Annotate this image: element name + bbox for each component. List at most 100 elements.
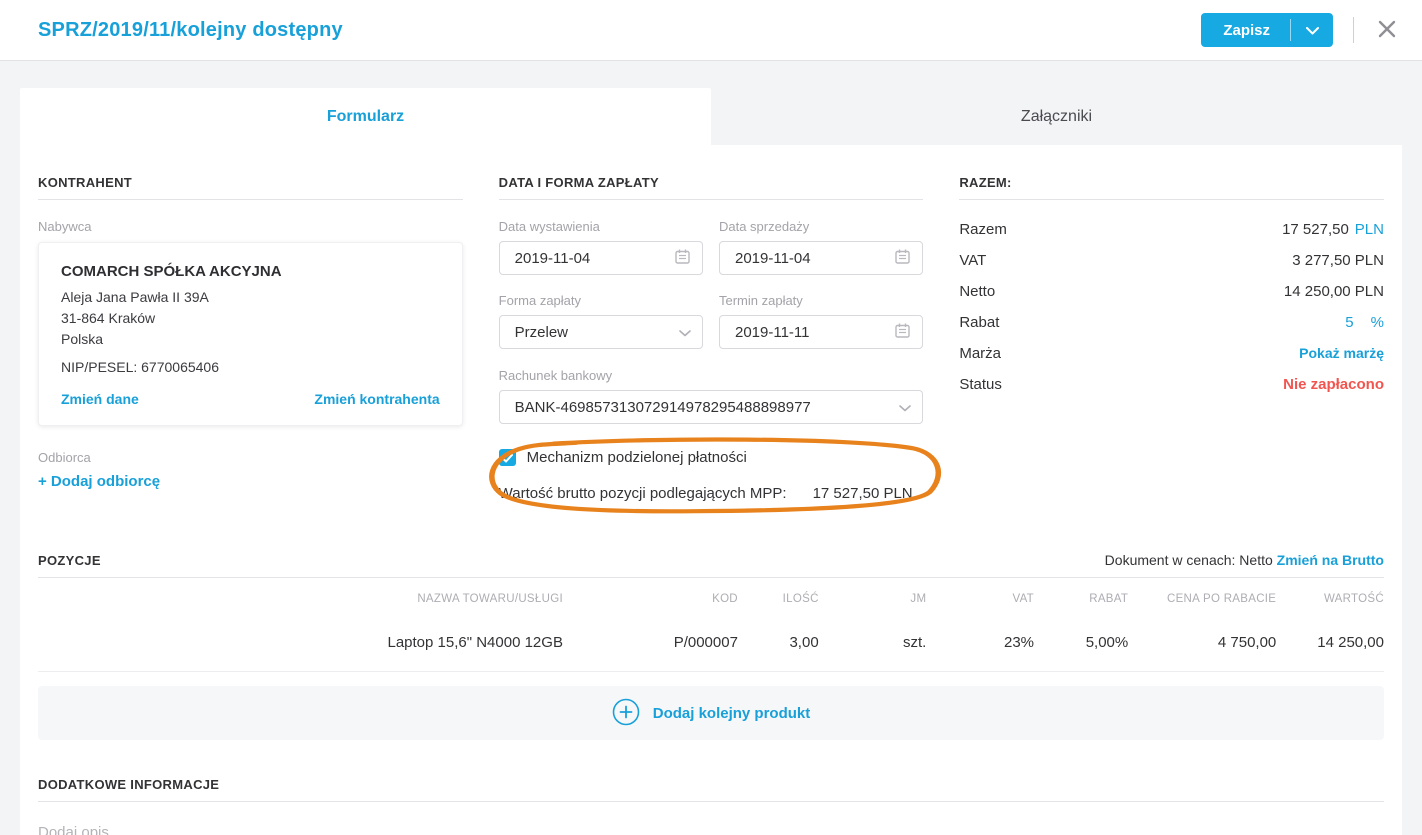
- calendar-icon: [894, 248, 911, 269]
- close-button[interactable]: [1374, 17, 1400, 43]
- switch-to-brutto-link[interactable]: Zmień na Brutto: [1276, 552, 1384, 568]
- price-mode-label: Dokument w cenach: Netto: [1104, 552, 1273, 568]
- contractor-address-city: 31-864 Kraków: [61, 310, 156, 326]
- plus-circle-icon: [612, 698, 640, 729]
- col-header-kod: KOD: [712, 593, 738, 605]
- add-recipient-link[interactable]: + Dodaj odbiorcę: [38, 473, 161, 490]
- col-header-nazwa: NAZWA TOWARU/USŁUGI: [417, 593, 563, 605]
- item-rabat: 5,00%: [1034, 617, 1129, 672]
- vat-value: 3 277,50 PLN: [1292, 252, 1384, 269]
- bank-account-label: Rachunek bankowy: [498, 368, 613, 383]
- tab-bar: Formularz Załączniki: [20, 88, 1402, 145]
- item-wartosc: 14 250,00: [1276, 617, 1384, 672]
- save-split-button[interactable]: Zapisz: [1201, 13, 1333, 47]
- checkmark-icon: [501, 450, 513, 466]
- change-data-link[interactable]: Zmień dane: [61, 391, 139, 407]
- sale-date-label: Data sprzedaży: [718, 219, 810, 234]
- summary-row-rabat: Rabat 5%: [959, 314, 1384, 331]
- chevron-down-icon: [1305, 22, 1319, 38]
- contractor-card: COMARCH SPÓŁKA AKCYJNA Aleja Jana Pawła …: [38, 242, 463, 426]
- chevron-down-icon: [679, 324, 691, 341]
- netto-value: 14 250,00 PLN: [1283, 283, 1384, 300]
- item-name: Laptop 15,6" N4000 12GB: [38, 617, 563, 672]
- payment-form-select[interactable]: Przelew: [498, 315, 703, 349]
- issue-date-value: 2019-11-04: [514, 249, 591, 267]
- pozycje-heading: POZYCJE: [38, 553, 101, 568]
- razem-label: Razem: [959, 221, 1007, 238]
- payment-section: DATA I FORMA ZAPŁATY Data wystawienia 20…: [488, 175, 941, 514]
- change-contractor-link[interactable]: Zmień kontrahenta: [314, 391, 440, 407]
- col-header-jm: JM: [910, 593, 927, 605]
- mpp-checkbox-label[interactable]: Mechanizm podzielonej płatności: [526, 449, 747, 466]
- odbiorca-label: Odbiorca: [38, 450, 91, 465]
- page-title: SPRZ/2019/11/kolejny dostępny: [38, 18, 343, 41]
- razem-value: 17 527,50: [1282, 221, 1349, 238]
- vat-label: VAT: [959, 252, 987, 269]
- header-divider: [1353, 17, 1354, 43]
- col-header-vat: VAT: [1012, 593, 1035, 605]
- summary-row-status: Status Nie zapłacono: [959, 376, 1384, 393]
- bank-account-select[interactable]: BANK-469857313072914978295488898977: [498, 390, 924, 424]
- additional-info-section: DODATKOWE INFORMACJE: [38, 777, 1384, 835]
- add-product-button[interactable]: Dodaj kolejny produkt: [38, 686, 1384, 740]
- payment-form-field: Forma zapłaty Przelew: [498, 293, 703, 349]
- document-header: SPRZ/2019/11/kolejny dostępny Zapisz: [0, 0, 1422, 61]
- close-icon: [1377, 19, 1397, 42]
- chevron-down-icon: [899, 399, 912, 416]
- sale-date-input[interactable]: 2019-11-04: [718, 241, 924, 275]
- item-jm: szt.: [818, 617, 927, 672]
- summary-heading: RAZEM:: [959, 175, 1384, 200]
- summary-row-marza: Marża Pokaż marżę: [959, 345, 1384, 362]
- add-product-label: Dodaj kolejny produkt: [652, 704, 811, 722]
- sale-date-value: 2019-11-04: [734, 249, 811, 267]
- orange-highlight-annotation: [488, 437, 941, 514]
- payment-due-label: Termin zapłaty: [718, 293, 803, 308]
- form-panel: KONTRAHENT Nabywca COMARCH SPÓŁKA AKCYJN…: [20, 145, 1402, 835]
- table-row[interactable]: Laptop 15,6" N4000 12GB P/000007 3,00 sz…: [38, 617, 1384, 672]
- additional-info-heading: DODATKOWE INFORMACJE: [38, 777, 1384, 802]
- mpp-zone: Mechanizm podzielonej płatności Wartość …: [488, 437, 941, 514]
- summary-row-vat: VAT 3 277,50 PLN: [959, 252, 1384, 269]
- contractor-nip: NIP/PESEL: 6770065406: [61, 359, 220, 375]
- status-label: Status: [959, 376, 1002, 393]
- save-button-divider: [1290, 19, 1291, 41]
- mpp-value-label: Wartość brutto pozycji podlegających MPP…: [498, 485, 787, 502]
- payment-form-value: Przelew: [514, 323, 569, 341]
- sale-date-field: Data sprzedaży 2019-11-04: [718, 219, 924, 275]
- nabywca-label: Nabywca: [38, 219, 92, 234]
- tab-zalaczniki[interactable]: Załączniki: [1020, 107, 1093, 125]
- save-dropdown-button[interactable]: [1291, 13, 1333, 47]
- currency-selector[interactable]: PLN: [1354, 221, 1384, 238]
- rabat-unit[interactable]: %: [1370, 314, 1384, 331]
- contractor-address-street: Aleja Jana Pawła II 39A: [61, 289, 209, 305]
- item-kod: P/000007: [562, 617, 738, 672]
- rabat-label: Rabat: [959, 314, 1000, 331]
- col-header-ilosc: ILOŚĆ: [782, 593, 819, 605]
- pozycje-section: POZYCJE Dokument w cenach: Netto Zmień n…: [38, 552, 1384, 740]
- mpp-checkbox[interactable]: [498, 449, 516, 466]
- col-header-cena: CENA PO RABACIE: [1166, 593, 1277, 605]
- item-ilosc: 3,00: [737, 617, 819, 672]
- payment-due-input[interactable]: 2019-11-11: [718, 315, 924, 349]
- mpp-value: 17 527,50 PLN: [812, 485, 913, 502]
- show-margin-link[interactable]: Pokaż marżę: [1299, 345, 1384, 361]
- col-header-wartosc: WARTOŚĆ: [1323, 593, 1384, 605]
- status-badge: Nie zapłacono: [1283, 376, 1384, 393]
- item-cena: 4 750,00: [1128, 617, 1277, 672]
- item-vat: 23%: [926, 617, 1035, 672]
- description-input[interactable]: [38, 802, 1384, 835]
- contractor-address-country: Polska: [61, 331, 104, 347]
- marza-label: Marża: [959, 345, 1002, 362]
- payment-form-label: Forma zapłaty: [498, 293, 582, 308]
- payment-due-field: Termin zapłaty 2019-11-11: [718, 293, 924, 349]
- summary-row-razem: Razem 17 527,50 PLN: [959, 221, 1384, 238]
- rabat-value[interactable]: 5: [1345, 314, 1354, 331]
- tab-formularz[interactable]: Formularz: [20, 88, 711, 145]
- netto-label: Netto: [959, 283, 996, 300]
- col-header-rabat: RABAT: [1089, 593, 1129, 605]
- issue-date-input[interactable]: 2019-11-04: [498, 241, 703, 275]
- save-button[interactable]: Zapisz: [1223, 21, 1270, 39]
- payment-due-value: 2019-11-11: [734, 323, 810, 341]
- contractor-name: COMARCH SPÓŁKA AKCYJNA: [61, 263, 282, 280]
- issue-date-label: Data wystawienia: [498, 219, 600, 234]
